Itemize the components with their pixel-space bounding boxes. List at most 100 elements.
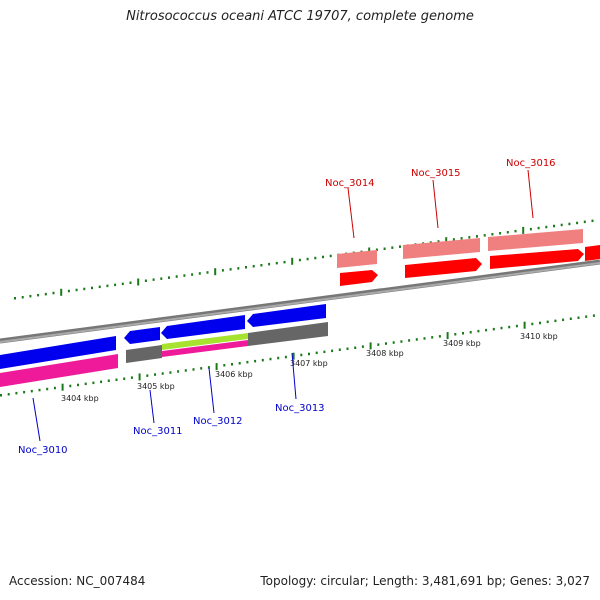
scale-tick-minor — [75, 288, 78, 292]
scale-tick-minor — [146, 374, 149, 377]
feature-bar-noc3015[interactable] — [403, 238, 480, 259]
gene-label-noc3014[interactable]: Noc_3014 — [325, 178, 375, 189]
scale-label-3409: 3409 kbp — [443, 339, 481, 348]
scale-tick-minor — [462, 332, 464, 335]
scale-tick-minor — [154, 373, 156, 376]
scale-tick-major — [137, 278, 140, 286]
scale-tick-minor — [338, 348, 341, 351]
scale-tick-minor — [200, 367, 203, 370]
scale-tick-minor — [491, 233, 494, 236]
scale-tick-minor — [560, 223, 563, 227]
scale-tick-minor — [515, 324, 518, 328]
tick-dots-lower — [0, 314, 595, 397]
scale-tick-minor — [261, 358, 264, 362]
scale-tick-minor — [408, 339, 411, 342]
scale-tick-minor — [437, 240, 440, 243]
scale-tick-minor — [177, 370, 180, 373]
feature-bar-noc3014[interactable] — [337, 250, 377, 268]
cds-arrow-noc3012[interactable] — [161, 315, 245, 339]
cds-arrow-noc3010[interactable] — [0, 336, 116, 369]
scale-tick-minor — [354, 346, 357, 349]
scale-tick-minor — [415, 338, 418, 341]
scale-tick-minor — [361, 345, 364, 348]
scale-tick-minor — [100, 380, 103, 384]
feature-bar-noc3012-pink[interactable] — [162, 340, 248, 357]
scale-tick-minor — [14, 297, 16, 300]
scale-tick-major — [61, 383, 64, 391]
scale-label-3406: 3406 kbp — [215, 370, 253, 379]
scale-tick-minor — [569, 317, 572, 320]
scale-tick-minor — [161, 372, 164, 375]
scale-tick-minor — [591, 219, 594, 223]
scale-tick-major — [522, 226, 525, 234]
scale-tick-minor — [331, 349, 334, 353]
scale-label-3404: 3404 kbp — [61, 394, 99, 403]
scale-tick-minor — [231, 363, 233, 366]
scale-label-3407: 3407 kbp — [290, 359, 328, 368]
scale-tick-minor — [83, 287, 86, 291]
scale-tick-minor — [539, 321, 541, 325]
feature-bar-noc3011[interactable] — [126, 345, 162, 363]
cds-arrow-noc3011[interactable] — [124, 327, 160, 344]
scale-tick-minor — [469, 331, 472, 334]
scale-tick-minor — [268, 262, 271, 266]
scale-tick-minor — [21, 296, 24, 299]
scale-tick-minor — [392, 341, 395, 344]
scale-tick-minor — [438, 335, 441, 338]
gene-label-noc3012[interactable]: Noc_3012 — [193, 416, 243, 427]
feature-bar-noc3013[interactable] — [248, 322, 328, 346]
forward-strand-features — [337, 229, 600, 286]
scale-label-3410: 3410 kbp — [520, 332, 558, 341]
feature-bar-noc3016[interactable] — [488, 229, 583, 251]
scale-tick-minor — [514, 229, 517, 233]
scale-tick-minor — [499, 232, 502, 235]
scale-tick-minor — [92, 381, 95, 385]
scale-tick-minor — [506, 231, 509, 234]
cds-arrow-noc3014[interactable] — [340, 270, 378, 286]
scale-tick-minor — [553, 224, 555, 228]
gene-label-noc3010[interactable]: Noc_3010 — [18, 445, 68, 456]
feature-bar-next[interactable] — [585, 245, 600, 261]
genome-backbone-highlight — [0, 262, 600, 343]
cds-arrow-noc3013[interactable] — [247, 304, 326, 327]
genome-summary-text: Topology: circular; Length: 3,481,691 bp… — [260, 574, 590, 588]
scale-tick-minor — [29, 294, 32, 298]
label-leader-lines — [32, 169, 534, 442]
scale-tick-minor — [221, 269, 224, 272]
scale-tick-major — [138, 373, 141, 381]
scale-tick-minor — [298, 258, 301, 262]
feature-bar-noc3012-green[interactable] — [162, 333, 248, 350]
cds-arrow-noc3015[interactable] — [405, 258, 482, 278]
scale-tick-minor — [483, 234, 486, 237]
scale-tick-minor — [254, 359, 257, 363]
scale-tick-minor — [184, 369, 187, 372]
cds-arrow-noc3016[interactable] — [490, 249, 584, 269]
scale-tick-minor — [308, 352, 310, 356]
scale-tick-minor — [452, 238, 455, 241]
scale-tick-minor — [15, 391, 18, 395]
leader-noc3014 — [347, 187, 355, 239]
scale-tick-minor — [529, 227, 532, 231]
gene-label-noc3016[interactable]: Noc_3016 — [506, 158, 556, 169]
gene-label-noc3011[interactable]: Noc_3011 — [133, 426, 183, 437]
scale-tick-minor — [283, 260, 286, 264]
scale-tick-minor — [476, 235, 478, 238]
scale-tick-minor — [121, 282, 124, 286]
scale-tick-minor — [284, 355, 287, 359]
scale-tick-minor — [123, 377, 126, 380]
scale-tick-minor — [531, 322, 534, 326]
scale-tick-minor — [277, 356, 280, 360]
scale-tick-major — [215, 363, 218, 371]
gene-label-noc3013[interactable]: Noc_3013 — [275, 403, 325, 414]
gene-label-noc3015[interactable]: Noc_3015 — [411, 168, 461, 179]
scale-tick-minor — [7, 393, 10, 396]
scale-tick-minor — [306, 257, 309, 261]
scale-tick-minor — [0, 394, 2, 397]
feature-bar-noc3010[interactable] — [0, 354, 118, 387]
scale-tick-minor — [492, 327, 495, 331]
scale-tick-minor — [160, 277, 163, 280]
scale-tick-minor — [53, 386, 56, 390]
scale-tick-minor — [91, 286, 93, 290]
scale-tick-major — [292, 352, 295, 360]
